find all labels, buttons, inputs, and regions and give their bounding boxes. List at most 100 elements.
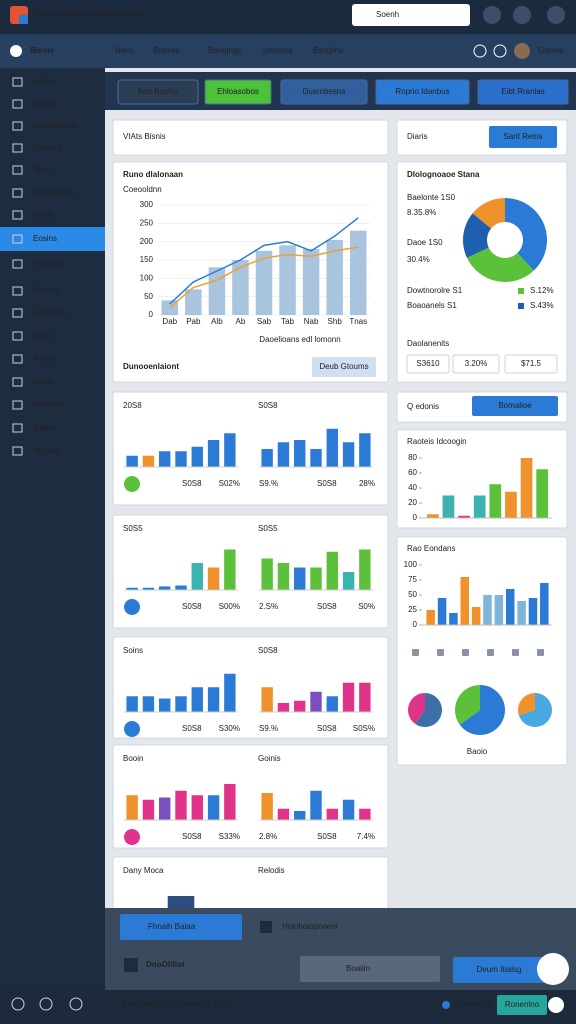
- chart-title: S0S5: [258, 524, 278, 533]
- fab[interactable]: [537, 953, 569, 985]
- card: [112, 161, 389, 383]
- stat-box: [504, 354, 558, 374]
- legend-item: Boaoanels S1: [407, 301, 457, 310]
- side-icon: [12, 77, 23, 87]
- y-tick-label: 60: [408, 468, 417, 477]
- bar: [540, 583, 549, 625]
- side-item[interactable]: Gliga: [33, 331, 52, 340]
- bar: [342, 442, 355, 467]
- nav-item[interactable]: Bsogiins: [313, 46, 343, 55]
- button: [497, 995, 547, 1015]
- side-item[interactable]: Aatlos: [33, 354, 55, 363]
- side-item[interactable]: Hanions: [33, 259, 62, 268]
- chart-title: Soins: [123, 646, 143, 655]
- footer-icon[interactable]: [69, 997, 83, 1011]
- toolbar-label[interactable]: Roprio Idanbus: [395, 87, 449, 96]
- bar: [437, 598, 447, 625]
- x-tick-label: Shb: [328, 317, 343, 326]
- stat-pct: S33%: [219, 832, 240, 841]
- button-label[interactable]: Deum Ibalsg: [477, 965, 522, 974]
- x-tick-label: Pab: [186, 317, 201, 326]
- side-item[interactable]: Batiins: [33, 423, 57, 432]
- side-icon: [12, 354, 23, 364]
- button-label[interactable]: Bomalioe: [498, 401, 532, 410]
- side-item[interactable]: Uonis: [33, 377, 53, 386]
- button: [472, 396, 558, 416]
- side-icon: [12, 99, 23, 109]
- bar: [359, 549, 371, 590]
- panel-label[interactable]: DnoOlifiot: [146, 960, 185, 969]
- chart-title: S0S8: [258, 646, 278, 655]
- nav-item[interactable]: Uenbtas: [263, 46, 293, 55]
- chart-title: Booin: [123, 754, 143, 763]
- y-tick-label: 150: [140, 255, 154, 264]
- card: [112, 636, 389, 739]
- side-icon: [12, 210, 23, 220]
- bar: [224, 549, 236, 590]
- button-label[interactable]: Deub Gtoums: [319, 362, 368, 371]
- top-icon[interactable]: [483, 6, 501, 24]
- button-label[interactable]: Fhnaih Baiaa: [148, 922, 196, 931]
- stat: S0S8: [182, 602, 202, 611]
- side-item[interactable]: Gonpions: [33, 308, 67, 317]
- toolbar-label[interactable]: Dusrnbesns: [303, 87, 346, 96]
- badge: [124, 721, 140, 737]
- side-item[interactable]: Ahsoloatios: [33, 188, 74, 197]
- pie-slice: [518, 693, 552, 727]
- legend-item: Dowtnorolre S1: [407, 286, 463, 295]
- stat: 30.4%: [407, 255, 430, 264]
- button-label[interactable]: Ronenlno: [505, 1000, 540, 1009]
- side-item[interactable]: Nlias: [33, 165, 51, 174]
- stat-lead: 2.S%: [259, 602, 278, 611]
- bar: [473, 495, 486, 518]
- nav-item[interactable]: Bdoigngs: [208, 46, 241, 55]
- bar: [126, 696, 138, 712]
- side-item[interactable]: Nigads: [33, 446, 58, 455]
- footer-icon[interactable]: [11, 997, 25, 1011]
- legend-swatch: [518, 288, 524, 294]
- top-icon[interactable]: [547, 6, 565, 24]
- side-item[interactable]: Botsies: [33, 286, 59, 295]
- input-label[interactable]: Boaiiin: [346, 964, 370, 973]
- top-icon[interactable]: [513, 6, 531, 24]
- side-item[interactable]: Goenins: [33, 143, 63, 152]
- chart-title: S0S5: [123, 524, 143, 533]
- side-item[interactable]: Nonsdos: [33, 400, 65, 409]
- toolbar-label[interactable]: Eibt Rranias: [501, 87, 545, 96]
- stat-label: Baelonte 1S0: [407, 193, 456, 202]
- icon: [124, 958, 138, 972]
- x-tick-label: Sab: [257, 317, 272, 326]
- side-item[interactable]: Eoorhtiaions: [33, 121, 77, 130]
- nav-item[interactable]: Bratiois: [153, 46, 180, 55]
- nav-item[interactable]: Nans: [115, 46, 134, 55]
- side-icon: [12, 446, 23, 456]
- toolbar-label[interactable]: Bon Rochiy: [138, 87, 179, 96]
- bar: [517, 601, 526, 625]
- side-icon: [12, 423, 23, 433]
- y-tick-label: 100: [404, 560, 418, 569]
- bar: [126, 455, 138, 467]
- bar: [142, 799, 155, 820]
- side-item[interactable]: Bonis: [33, 210, 53, 219]
- search-input[interactable]: Soenh: [376, 10, 399, 19]
- side-icon: [12, 400, 23, 410]
- toolbar-label[interactable]: Ehloasobos: [217, 87, 259, 96]
- panel-label[interactable]: Hoiohoiopnoenl: [282, 922, 338, 931]
- footer-icon[interactable]: [39, 997, 53, 1011]
- stat-lead: S9.%: [259, 479, 278, 488]
- top-bar: [0, 0, 576, 34]
- bar: [294, 567, 306, 590]
- bar: [449, 613, 458, 625]
- side-item[interactable]: Aatios: [33, 77, 55, 86]
- bar: [277, 442, 290, 467]
- footer-icon[interactable]: [548, 997, 564, 1013]
- button-label[interactable]: Sant Reins: [503, 132, 542, 141]
- side-icon: [12, 377, 23, 387]
- chart-title: Dany Moca: [123, 866, 164, 875]
- bar: [191, 446, 203, 467]
- badge: [124, 476, 140, 492]
- footer-link[interactable]: Deaondes: [455, 1000, 491, 1009]
- side-item[interactable]: Eosins: [33, 234, 57, 243]
- side-item[interactable]: Bonies: [33, 99, 57, 108]
- bar: [142, 455, 155, 467]
